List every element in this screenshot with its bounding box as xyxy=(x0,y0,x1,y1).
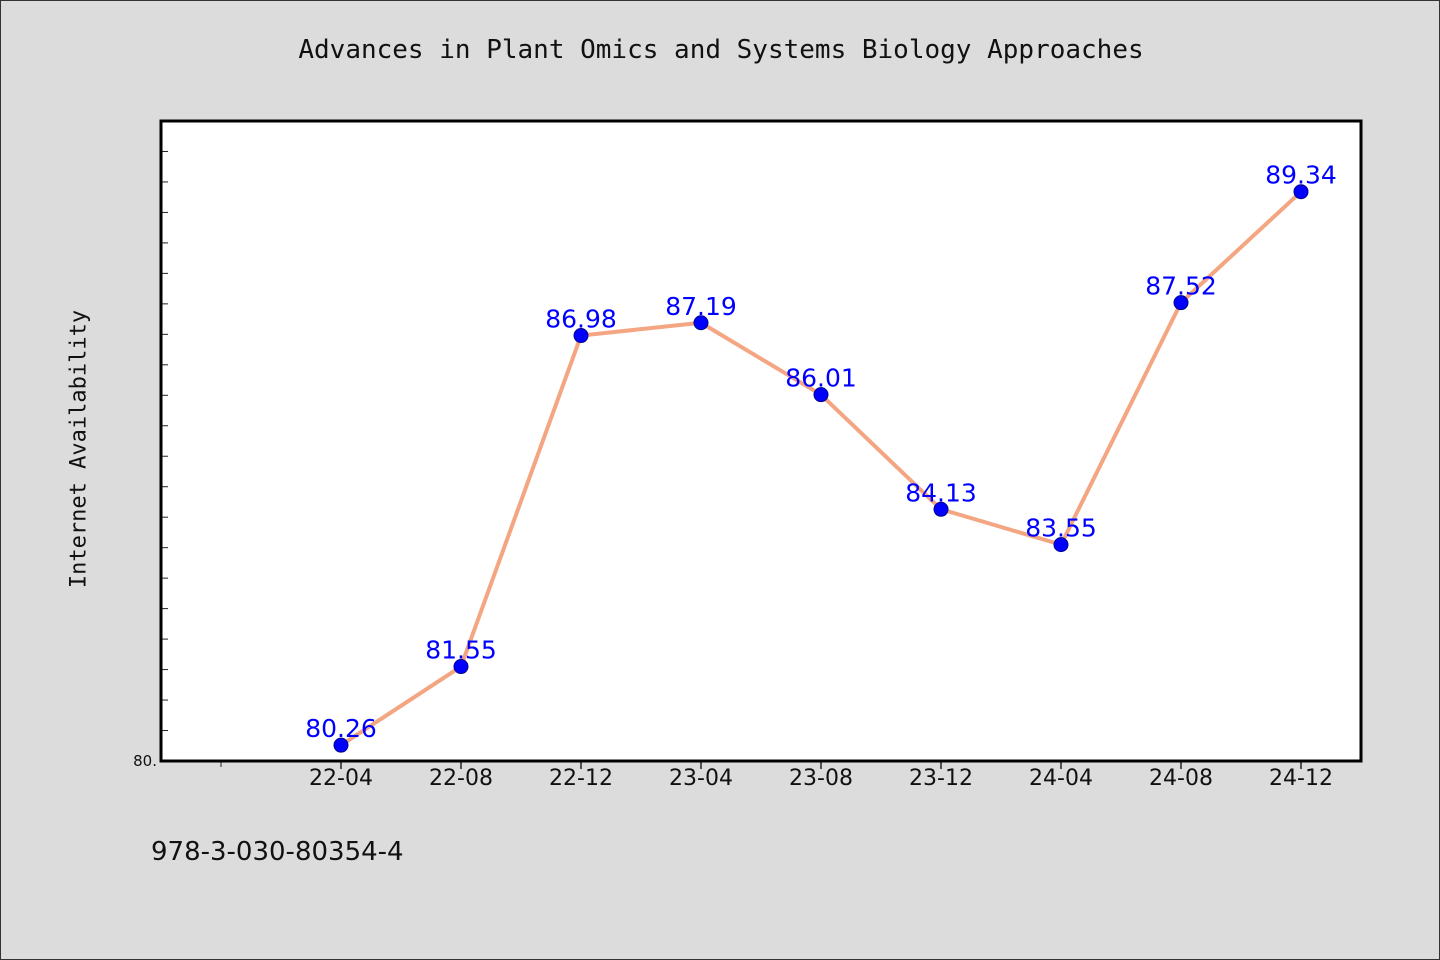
data-point xyxy=(693,315,709,331)
y-tick-label: 80. xyxy=(133,752,157,770)
data-point xyxy=(453,659,469,675)
data-point xyxy=(573,328,589,344)
data-point xyxy=(1053,537,1069,553)
data-point xyxy=(333,737,349,753)
data-point xyxy=(933,501,949,517)
data-point xyxy=(1173,295,1189,311)
plot-frame xyxy=(159,119,1363,763)
x-tick-label: 23-12 xyxy=(909,766,973,791)
data-point xyxy=(1293,184,1309,200)
isbn-text: 978-3-030-80354-4 xyxy=(151,837,404,867)
x-tick-label: 24-08 xyxy=(1149,766,1213,791)
data-point xyxy=(813,387,829,403)
x-tick-label: 24-04 xyxy=(1029,766,1093,791)
x-tick-label: 22-12 xyxy=(549,766,613,791)
x-tick-label: 22-08 xyxy=(429,766,493,791)
x-tick-label: 23-08 xyxy=(789,766,853,791)
x-tick-label: 22-04 xyxy=(309,766,373,791)
chart-title: Advances in Plant Omics and Systems Biol… xyxy=(298,35,1144,65)
x-tick-label: 23-04 xyxy=(669,766,733,791)
x-tick-label: 24-12 xyxy=(1269,766,1333,791)
plot-area xyxy=(161,121,1361,761)
